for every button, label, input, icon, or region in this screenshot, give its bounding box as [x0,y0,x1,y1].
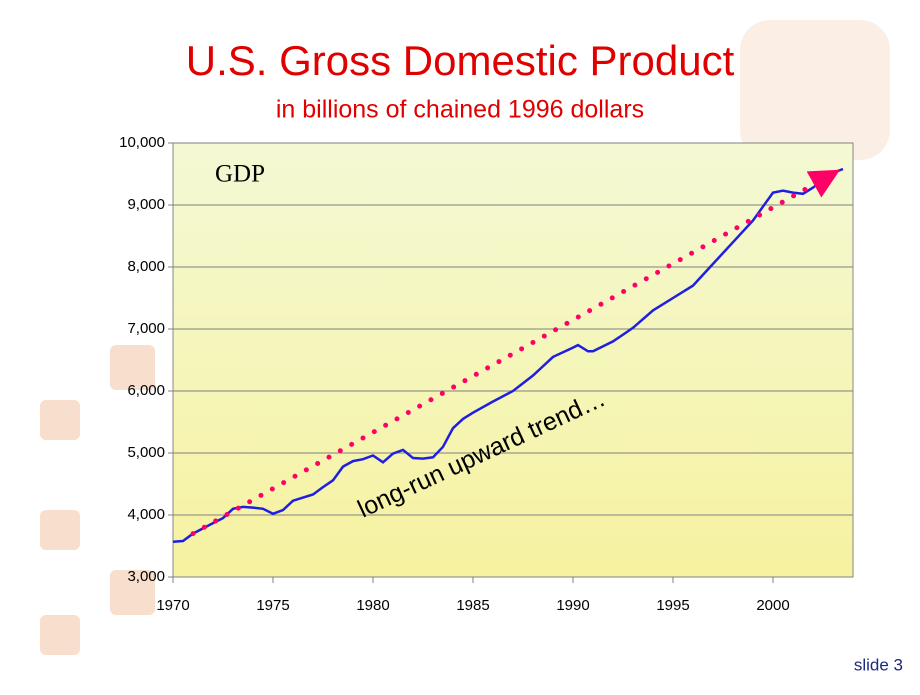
plot-area [172,142,854,578]
x-tick-label: 2000 [756,597,789,614]
decoration [40,20,890,655]
chart-subtitle: in billions of chained 1996 dollars [276,96,644,124]
trend-line [190,169,841,537]
x-tick-label: 1970 [156,597,189,614]
x-tick-label: 1990 [556,597,589,614]
x-tick-label: 1980 [356,597,389,614]
y-tick-label: 6,000 [127,382,165,399]
x-tick-label: 1985 [456,597,489,614]
x-tick-label: 1995 [656,597,689,614]
gdp-line [172,167,844,543]
slide-number: slide 3 [854,655,903,674]
y-tick-label: 5,000 [127,444,165,461]
chart-title: U.S. Gross Domestic Product [186,37,735,84]
y-tick-label: 8,000 [127,258,165,275]
y-tick-label: 10,000 [119,134,165,151]
y-tick-label: 4,000 [127,506,165,523]
x-tick-label: 1975 [256,597,289,614]
series-label: GDP [215,161,265,188]
y-tick-label: 9,000 [127,196,165,213]
y-tick-label: 7,000 [127,320,165,337]
y-tick-label: 3,000 [127,568,165,585]
